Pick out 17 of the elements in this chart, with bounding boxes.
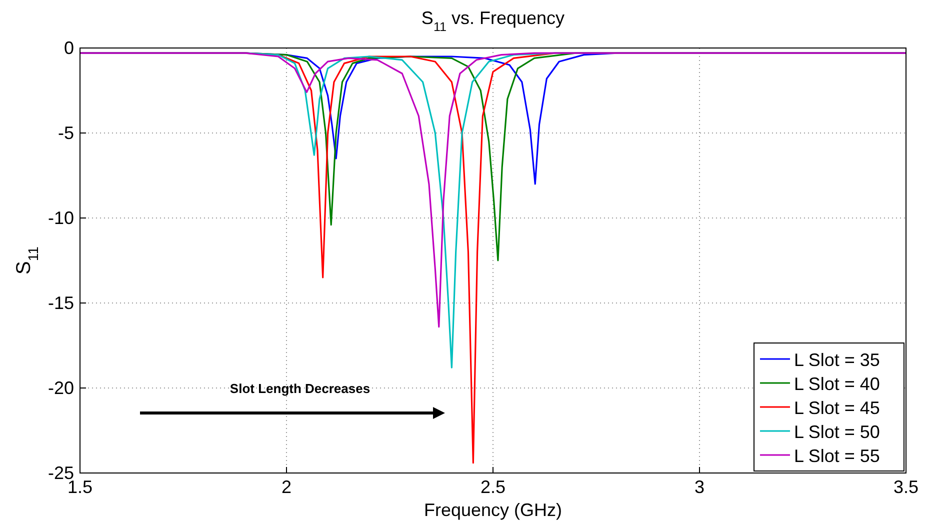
- y-tick-label: 0: [64, 38, 74, 58]
- y-tick-label: -10: [48, 208, 74, 228]
- x-tick-label: 3.5: [893, 477, 919, 497]
- x-tick-label: 2: [281, 477, 292, 497]
- legend-label: L Slot = 45: [794, 398, 880, 418]
- legend-label: L Slot = 40: [794, 374, 880, 394]
- y-tick-label: -15: [48, 293, 74, 313]
- chart-title: S$_{11}$ vs. Frequency: [421, 8, 565, 34]
- legend-label: L Slot = 55: [794, 446, 880, 466]
- x-tick-label: 3: [694, 477, 705, 497]
- annotation: Slot Length Decreases: [230, 381, 370, 396]
- y-tick-label: -20: [48, 378, 74, 398]
- legend-label: L Slot = 50: [794, 422, 880, 442]
- x-axis-title: Frequency (GHz): [424, 500, 562, 520]
- x-tick-label: 2.5: [480, 477, 506, 497]
- y-tick-label: -5: [58, 123, 74, 143]
- legend-label: L Slot = 35: [794, 350, 880, 370]
